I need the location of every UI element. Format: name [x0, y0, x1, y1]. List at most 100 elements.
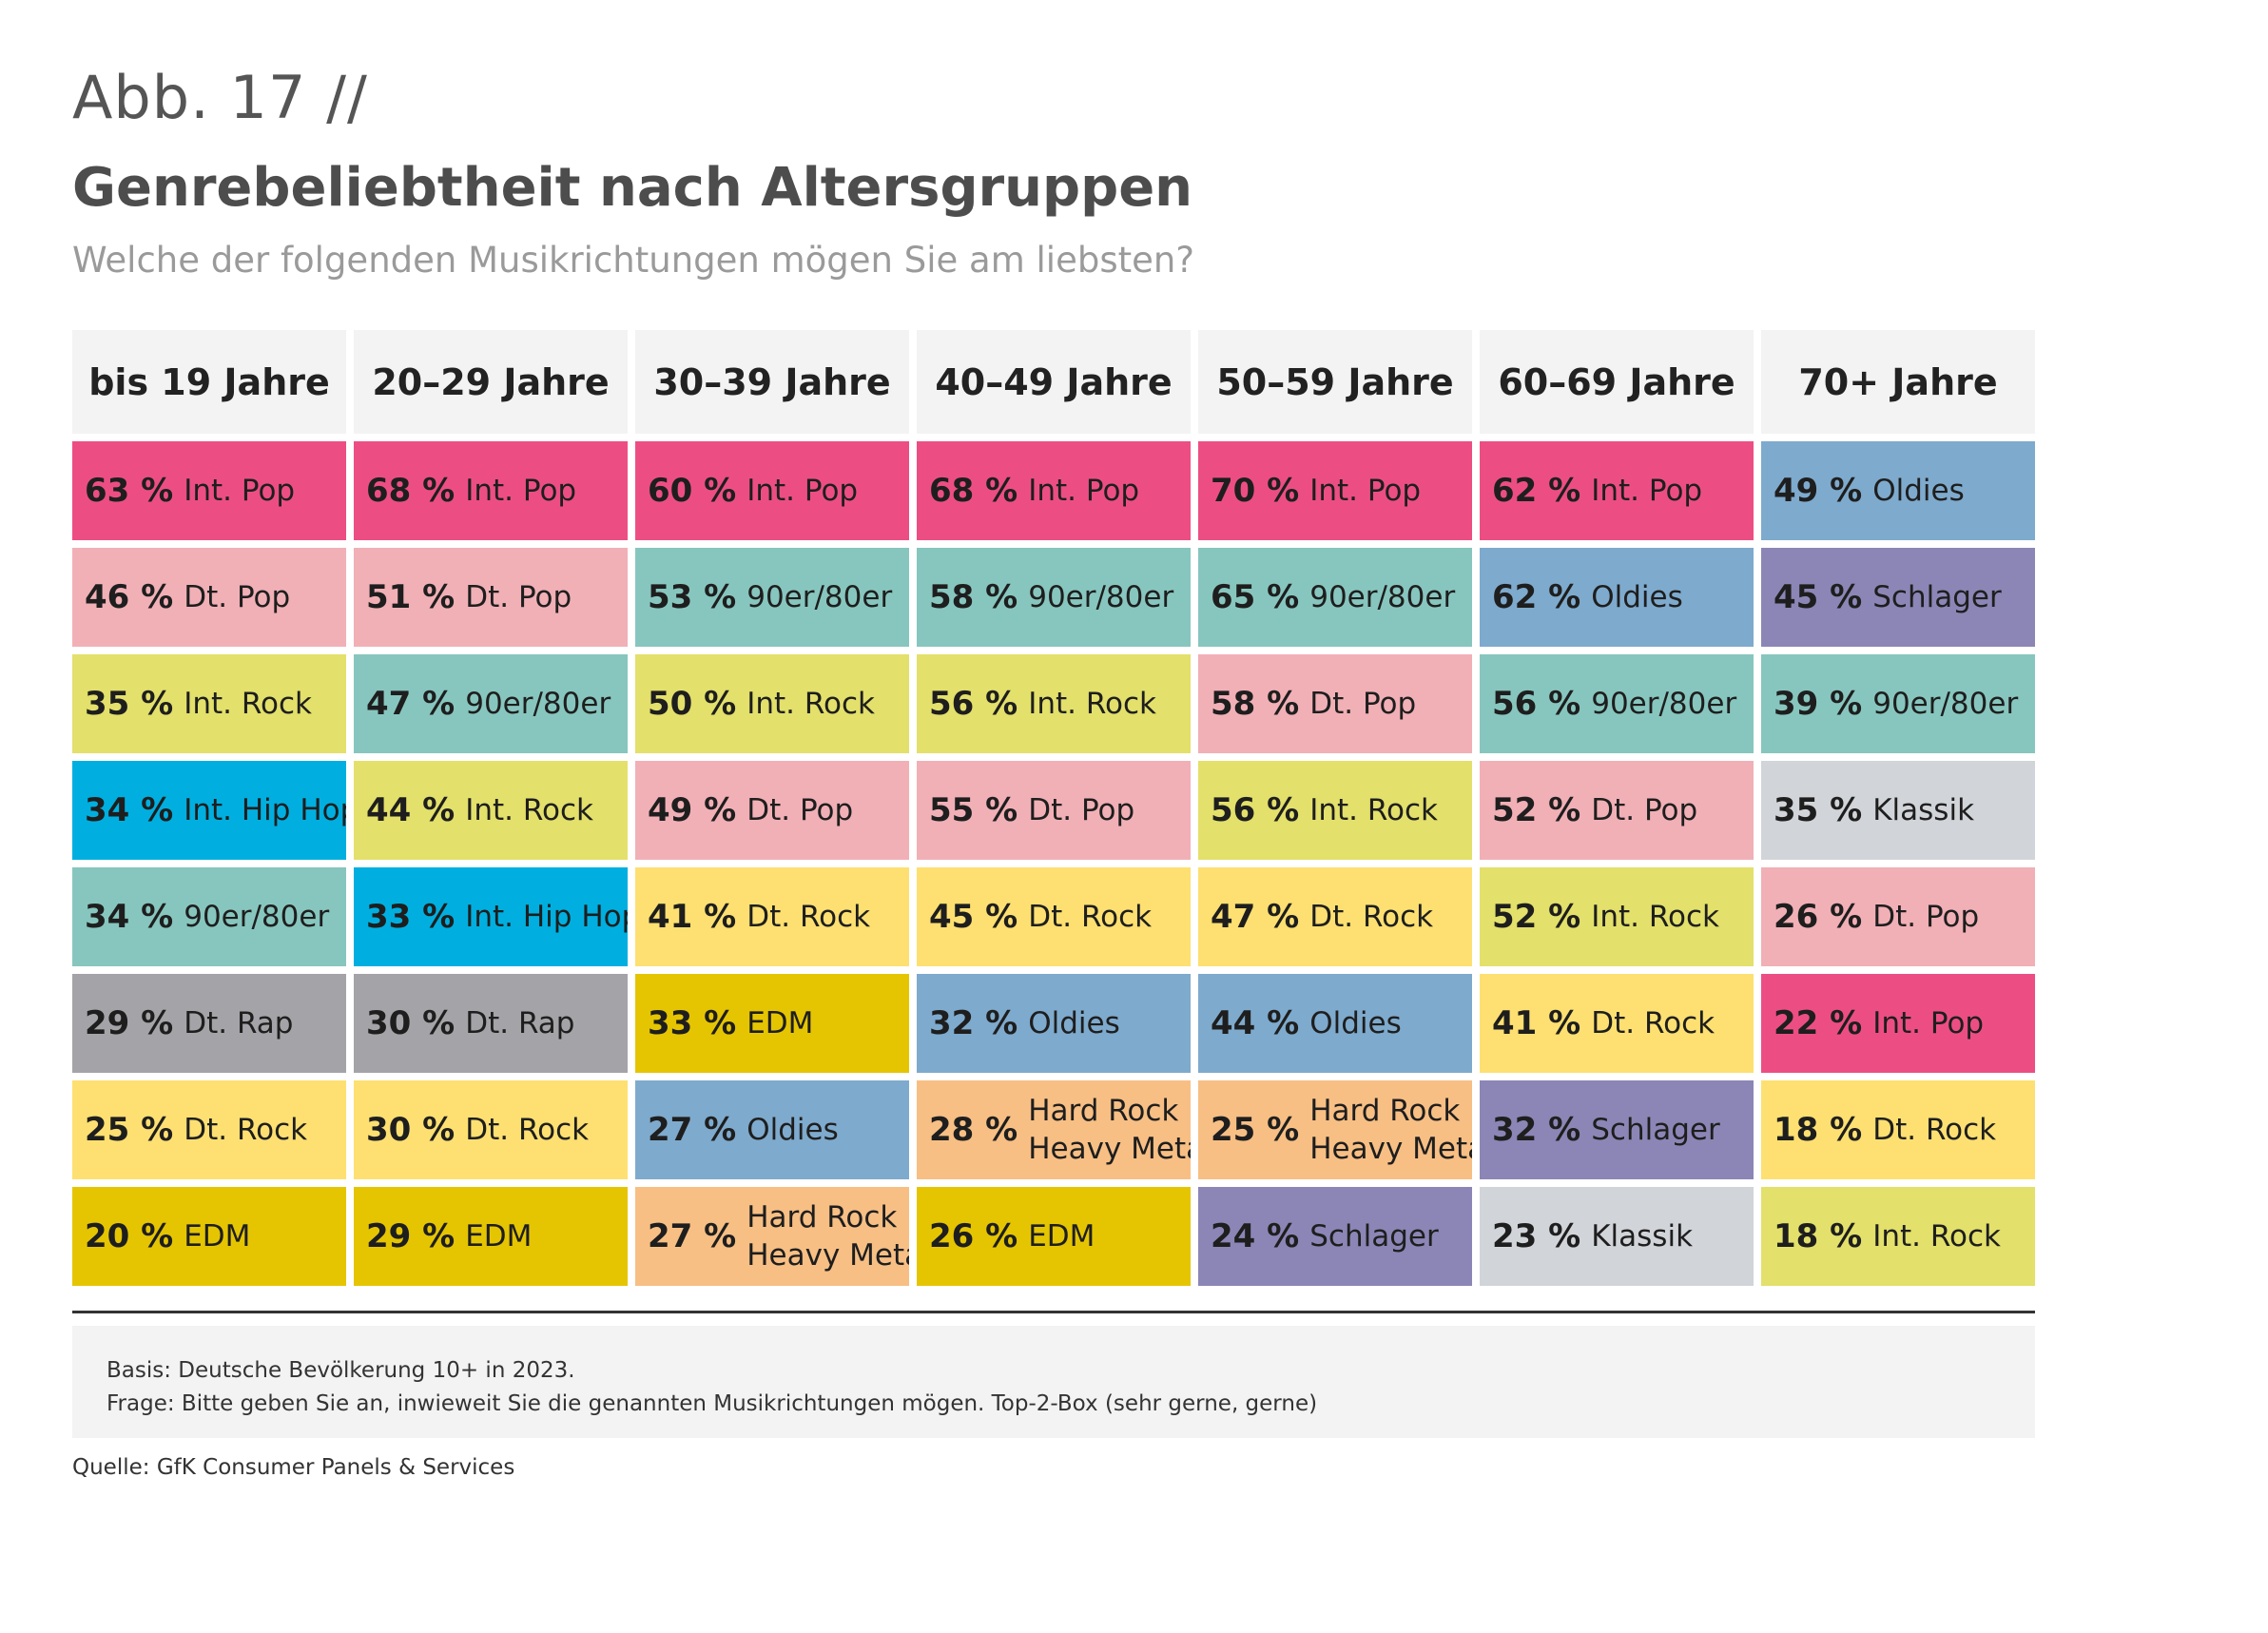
- genre-label: Dt. Rap: [184, 1005, 294, 1040]
- genre-cell: 68 % Int. Pop: [917, 441, 1191, 540]
- percent-value: 35 %: [85, 685, 174, 723]
- percent-value: 41 %: [1492, 1004, 1581, 1042]
- rank-row: 35 % Int. Rock 47 % 90er/80er 50 % Int. Rock 5…: [72, 654, 2035, 753]
- genre-label: EDM: [465, 1218, 533, 1254]
- genre-cell: 47 % Dt. Rock: [1198, 867, 1472, 966]
- genre-label: Oldies: [746, 1112, 839, 1147]
- genre-ranking-table: bis 19 Jahre 20–29 Jahre 30–39 Jahre 40–49 …: [72, 330, 2035, 1293]
- ranking-rows: 63 % Int. Pop 68 % Int. Pop 60 % Int. Pop 68 %…: [72, 441, 2035, 1286]
- genre-label: 90er/80er: [1028, 579, 1174, 614]
- percent-value: 53 %: [648, 578, 737, 616]
- percent-value: 44 %: [1211, 1004, 1300, 1042]
- percent-value: 62 %: [1492, 578, 1581, 616]
- genre-cell: 45 % Schlager: [1761, 548, 2035, 647]
- genre-label: Klassik: [1591, 1218, 1694, 1254]
- genre-cell: 56 % 90er/80er: [1480, 654, 1754, 753]
- percent-value: 50 %: [648, 685, 737, 723]
- genre-cell: 34 % 90er/80er: [72, 867, 346, 966]
- percent-value: 20 %: [85, 1217, 174, 1255]
- genre-label: Int. Pop: [1028, 473, 1140, 508]
- percent-value: 25 %: [1211, 1111, 1300, 1149]
- percent-value: 30 %: [366, 1111, 456, 1149]
- percent-value: 26 %: [929, 1217, 1018, 1255]
- genre-cell: 34 % Int. Hip Hop: [72, 761, 346, 860]
- genre-label: Schlager: [1309, 1218, 1439, 1254]
- percent-value: 23 %: [1492, 1217, 1581, 1255]
- genre-label: Dt. Pop: [465, 579, 572, 614]
- genre-label: Int. Pop: [1309, 473, 1422, 508]
- genre-cell: 52 % Dt. Pop: [1480, 761, 1754, 860]
- percent-value: 44 %: [366, 791, 456, 829]
- genre-cell: 20 % EDM: [72, 1187, 346, 1286]
- genre-label: Hard Rock Heavy Metal: [1309, 1092, 1472, 1169]
- genre-label: Dt. Rock: [746, 899, 871, 934]
- genre-label: Int. Rock: [1591, 899, 1719, 934]
- genre-label: Oldies: [1872, 473, 1965, 508]
- genre-label: 90er/80er: [746, 579, 893, 614]
- column-header: 50–59 Jahre: [1198, 330, 1472, 434]
- column-header: 60–69 Jahre: [1480, 330, 1754, 434]
- percent-value: 35 %: [1774, 791, 1863, 829]
- percent-value: 33 %: [366, 898, 456, 936]
- percent-value: 41 %: [648, 898, 737, 936]
- genre-cell: 63 % Int. Pop: [72, 441, 346, 540]
- genre-label: Oldies: [1309, 1005, 1402, 1040]
- percent-value: 24 %: [1211, 1217, 1300, 1255]
- genre-label: 90er/80er: [1309, 579, 1456, 614]
- genre-cell: 25 % Dt. Rock: [72, 1080, 346, 1179]
- percent-value: 62 %: [1492, 472, 1581, 510]
- genre-label: Int. Rock: [1309, 792, 1438, 827]
- percent-value: 29 %: [366, 1217, 456, 1255]
- genre-label: EDM: [1028, 1218, 1095, 1254]
- percent-value: 33 %: [648, 1004, 737, 1042]
- rank-row: 29 % Dt. Rap 30 % Dt. Rap 33 % EDM 32 % Oldies 4…: [72, 974, 2035, 1073]
- notes-box: Basis: Deutsche Bevölkerung 10+ in 2023.…: [72, 1326, 2035, 1438]
- genre-label: Dt. Rap: [465, 1005, 575, 1040]
- column-header: 20–29 Jahre: [354, 330, 628, 434]
- genre-cell: 39 % 90er/80er: [1761, 654, 2035, 753]
- chart-subtitle: Welche der folgenden Musikrichtungen mög…: [72, 240, 1194, 281]
- genre-label: Dt. Rock: [1872, 1112, 1997, 1147]
- divider: [72, 1311, 2035, 1313]
- genre-label: Dt. Pop: [1591, 792, 1698, 827]
- percent-value: 49 %: [648, 791, 737, 829]
- column-header: 40–49 Jahre: [917, 330, 1191, 434]
- percent-value: 39 %: [1774, 685, 1863, 723]
- percent-value: 52 %: [1492, 791, 1581, 829]
- genre-label: Int. Pop: [1591, 473, 1703, 508]
- genre-cell: 56 % Int. Rock: [1198, 761, 1472, 860]
- genre-label: Dt. Rock: [184, 1112, 308, 1147]
- genre-cell: 52 % Int. Rock: [1480, 867, 1754, 966]
- genre-label-line: Hard Rock: [1309, 1093, 1461, 1128]
- percent-value: 49 %: [1774, 472, 1863, 510]
- genre-cell: 55 % Dt. Pop: [917, 761, 1191, 860]
- genre-cell: 62 % Oldies: [1480, 548, 1754, 647]
- genre-label: Dt. Pop: [746, 792, 854, 827]
- genre-cell: 41 % Dt. Rock: [635, 867, 909, 966]
- genre-cell: 60 % Int. Pop: [635, 441, 909, 540]
- percent-value: 58 %: [929, 578, 1018, 616]
- genre-label-line: Hard Rock: [1028, 1093, 1179, 1128]
- genre-label: EDM: [746, 1005, 814, 1040]
- genre-cell: 29 % EDM: [354, 1187, 628, 1286]
- genre-cell: 70 % Int. Pop: [1198, 441, 1472, 540]
- percent-value: 32 %: [1492, 1111, 1581, 1149]
- percent-value: 56 %: [1211, 791, 1300, 829]
- genre-label-line: Heavy Metal: [746, 1238, 909, 1273]
- chart-title: Genrebeliebtheit nach Altersgruppen: [72, 157, 1193, 219]
- genre-cell: 53 % 90er/80er: [635, 548, 909, 647]
- genre-label: Int. Hip Hop: [184, 792, 346, 827]
- genre-label-line: Hard Rock: [746, 1199, 898, 1234]
- genre-cell: 62 % Int. Pop: [1480, 441, 1754, 540]
- genre-label: Int. Pop: [465, 473, 577, 508]
- percent-value: 26 %: [1774, 898, 1863, 936]
- genre-cell: 65 % 90er/80er: [1198, 548, 1472, 647]
- percent-value: 70 %: [1211, 472, 1300, 510]
- genre-cell: 18 % Int. Rock: [1761, 1187, 2035, 1286]
- genre-label: Hard Rock Heavy Metal: [1028, 1092, 1191, 1169]
- percent-value: 18 %: [1774, 1217, 1863, 1255]
- genre-label: Int. Rock: [1028, 686, 1156, 721]
- percent-value: 47 %: [366, 685, 456, 723]
- genre-label: Schlager: [1591, 1112, 1720, 1147]
- genre-label: 90er/80er: [1591, 686, 1737, 721]
